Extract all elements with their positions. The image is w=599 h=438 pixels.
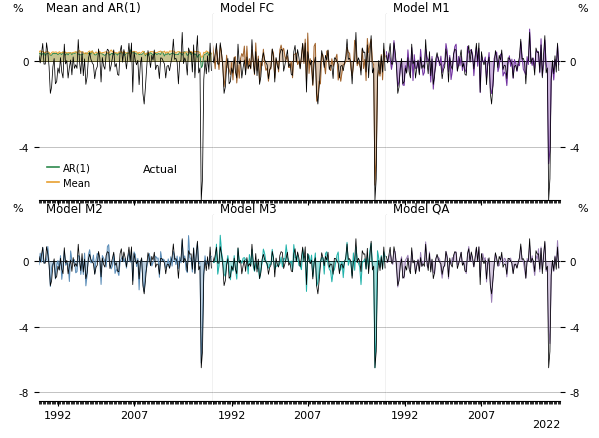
Text: Model QA: Model QA <box>394 202 450 215</box>
Text: 2022: 2022 <box>532 419 560 429</box>
Legend: AR(1), Mean: AR(1), Mean <box>47 163 91 188</box>
Text: Model M2: Model M2 <box>46 202 102 215</box>
Text: %: % <box>13 204 23 214</box>
Text: Model M1: Model M1 <box>394 2 450 15</box>
Text: Actual: Actual <box>143 165 178 175</box>
Text: %: % <box>13 4 23 14</box>
Text: %: % <box>577 204 588 214</box>
Text: %: % <box>577 4 588 14</box>
Text: Model FC: Model FC <box>220 2 274 15</box>
Text: Model M3: Model M3 <box>220 202 276 215</box>
Text: Mean and AR(1): Mean and AR(1) <box>46 2 141 15</box>
